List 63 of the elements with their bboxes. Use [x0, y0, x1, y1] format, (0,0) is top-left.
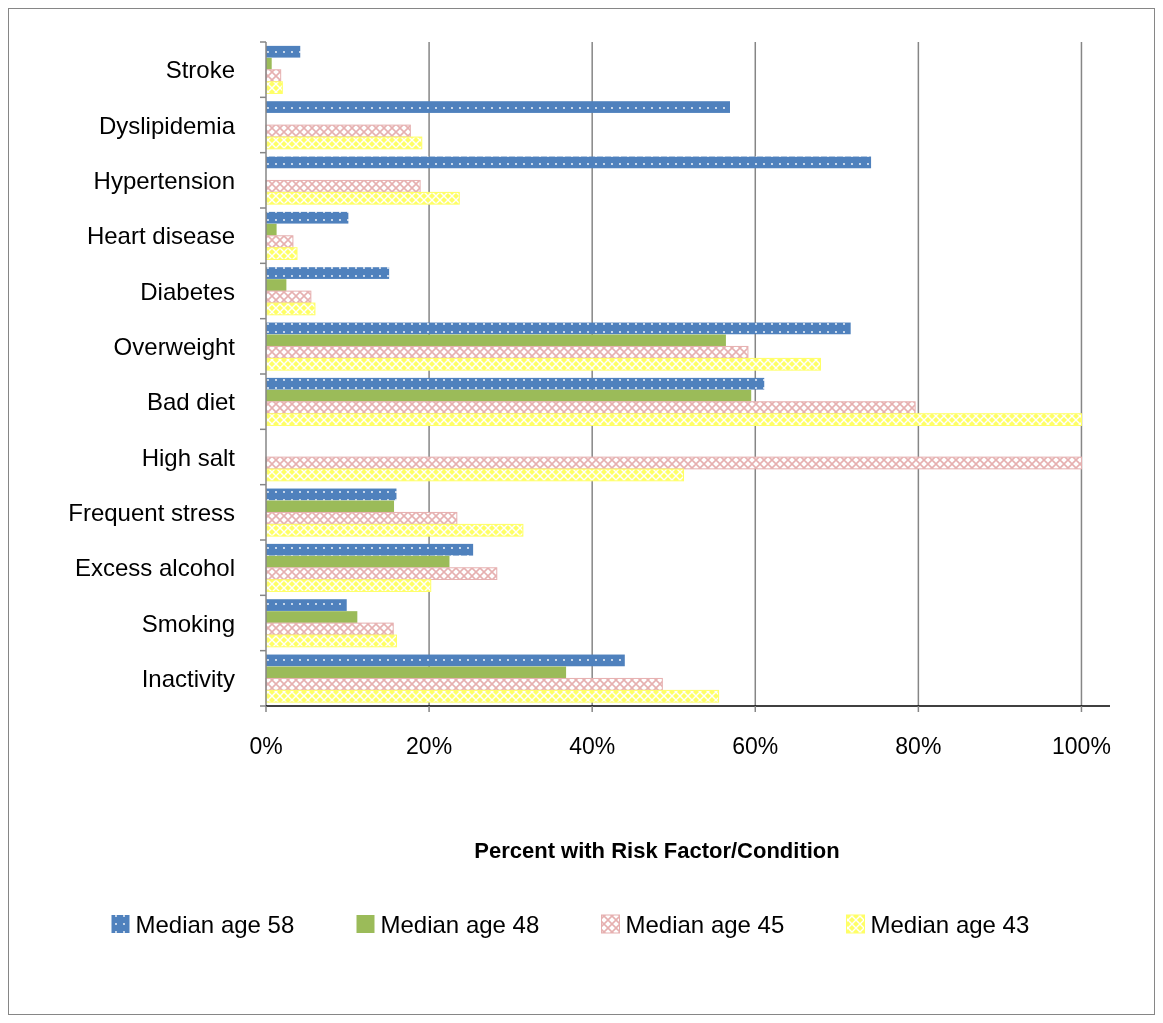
- bar: [266, 334, 726, 347]
- legend-label: Median age 48: [380, 910, 540, 938]
- legend-label: Median age 43: [870, 910, 1030, 938]
- y-tick-label: Bad diet: [146, 388, 236, 416]
- bar: [265, 191, 460, 205]
- bar: [265, 235, 294, 248]
- x-tick-label: 40%: [569, 733, 616, 759]
- y-tick-label: High salt: [141, 443, 236, 471]
- bar: [265, 136, 423, 150]
- x-tick-label: 20%: [406, 733, 453, 759]
- bar: [266, 599, 347, 611]
- bar: [266, 389, 752, 402]
- bar: [265, 523, 524, 537]
- x-tick-label: 80%: [895, 733, 942, 759]
- y-tick-label: Excess alcohol: [74, 554, 235, 582]
- bar: [265, 179, 421, 193]
- bar: [265, 579, 432, 592]
- bar: [265, 511, 458, 525]
- bar: [265, 413, 1082, 426]
- x-tick-label: 60%: [732, 733, 779, 759]
- bar: [266, 377, 765, 390]
- y-tick-label: Inactivity: [141, 664, 235, 692]
- bar: [265, 677, 663, 691]
- x-axis-title: Percent with Risk Factor/Condition: [474, 837, 840, 863]
- bar: [266, 611, 358, 623]
- bar: [265, 401, 916, 414]
- bar: [265, 456, 1082, 470]
- bar: [266, 666, 567, 679]
- bar: [265, 302, 316, 316]
- bar: [265, 567, 498, 580]
- bar: [266, 654, 625, 667]
- bar: [266, 45, 301, 58]
- legend-label: Median age 45: [625, 910, 785, 938]
- x-tick-label: 0%: [249, 733, 283, 759]
- bar: [265, 468, 685, 482]
- bar: [265, 357, 822, 371]
- bar: [266, 211, 349, 224]
- bar: [265, 689, 720, 703]
- bar: [266, 500, 395, 513]
- bar: [266, 156, 872, 169]
- bar: [265, 81, 283, 94]
- y-tick-label: Hypertension: [93, 166, 235, 194]
- bar: [265, 124, 411, 138]
- bar: [266, 488, 397, 501]
- bar: [266, 267, 390, 279]
- bar: [265, 345, 749, 359]
- bar: [265, 634, 397, 648]
- y-tick-label: Heart disease: [86, 222, 235, 250]
- bar: [265, 290, 312, 304]
- y-tick-label: Diabetes: [140, 277, 235, 305]
- y-tick-label: Overweight: [113, 332, 236, 360]
- y-tick-label: Smoking: [141, 609, 235, 637]
- bar: [266, 322, 851, 335]
- y-tick-label: Frequent stress: [68, 498, 235, 526]
- bar: [265, 622, 394, 636]
- x-tick-label: 100%: [1052, 733, 1111, 759]
- y-tick-label: Dyslipidemia: [98, 111, 236, 139]
- bar: [266, 555, 450, 568]
- bar: [266, 543, 474, 556]
- bar: [265, 247, 298, 260]
- bar: [266, 101, 730, 113]
- y-tick-label: Stroke: [165, 56, 235, 84]
- legend-label: Median age 58: [135, 910, 295, 938]
